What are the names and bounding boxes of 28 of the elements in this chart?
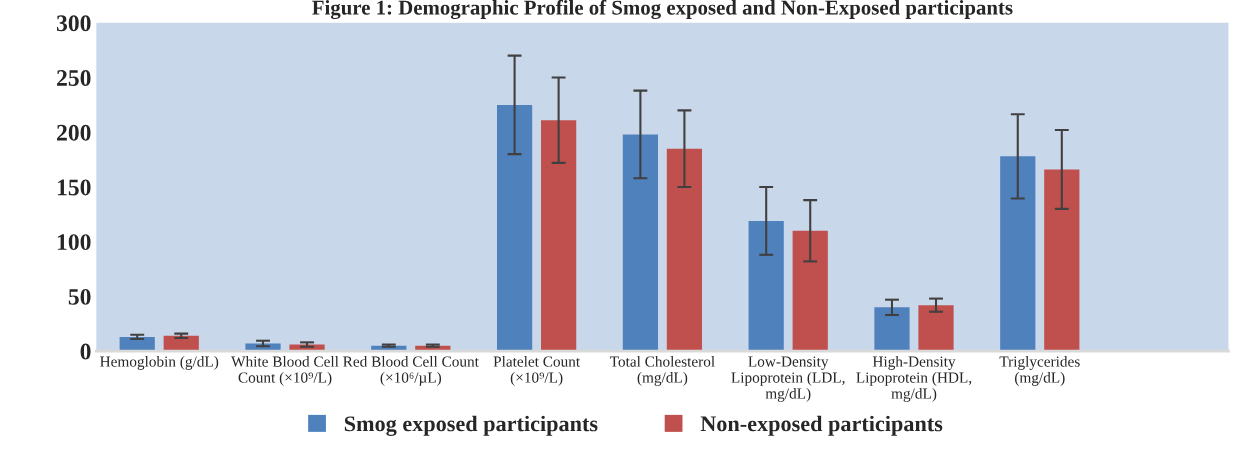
x-tick-label: Platelet Count (×10⁹/L) bbox=[493, 355, 581, 386]
x-tick-label: High-Density Lipoprotein (HDL, mg/dL) bbox=[856, 355, 972, 402]
bar bbox=[496, 104, 533, 352]
y-tick-label: 250 bbox=[57, 70, 91, 86]
x-tick-label: Red Blood Cell Count (×10⁶/µL) bbox=[343, 355, 479, 386]
bar bbox=[1044, 169, 1080, 352]
bar bbox=[874, 307, 910, 352]
bar bbox=[792, 230, 828, 352]
bar bbox=[666, 148, 703, 352]
x-tick-label: Triglycerides (mg/dL) bbox=[999, 355, 1080, 386]
bar bbox=[918, 305, 954, 352]
bar bbox=[622, 134, 658, 352]
y-tick-label: 200 bbox=[57, 124, 91, 141]
y-tick-label: 0 bbox=[80, 343, 91, 360]
legend-label: Non-exposed participants bbox=[700, 415, 943, 436]
y-tick-label: 50 bbox=[68, 288, 91, 305]
legend-label: Smog exposed participants bbox=[344, 415, 598, 436]
x-tick-label: White Blood Cell Count (×10⁹/L) bbox=[231, 355, 339, 386]
chart-title: Figure 1: Demographic Profile of Smog exposed and Non-Exposed participants bbox=[312, 0, 1013, 20]
bar bbox=[541, 120, 577, 352]
y-tick-label: 150 bbox=[57, 179, 91, 196]
x-tick-label: Hemoglobin (g/dL) bbox=[100, 355, 219, 370]
bar bbox=[1000, 156, 1036, 352]
x-tick-label: Low-Density Lipoprotein (LDL, mg/dL) bbox=[731, 356, 845, 402]
bar bbox=[748, 220, 784, 352]
y-tick-label: 300 bbox=[56, 15, 91, 32]
x-tick-label: Total Cholesterol (mg/dL) bbox=[609, 355, 715, 386]
y-tick-label: 100 bbox=[57, 234, 91, 251]
